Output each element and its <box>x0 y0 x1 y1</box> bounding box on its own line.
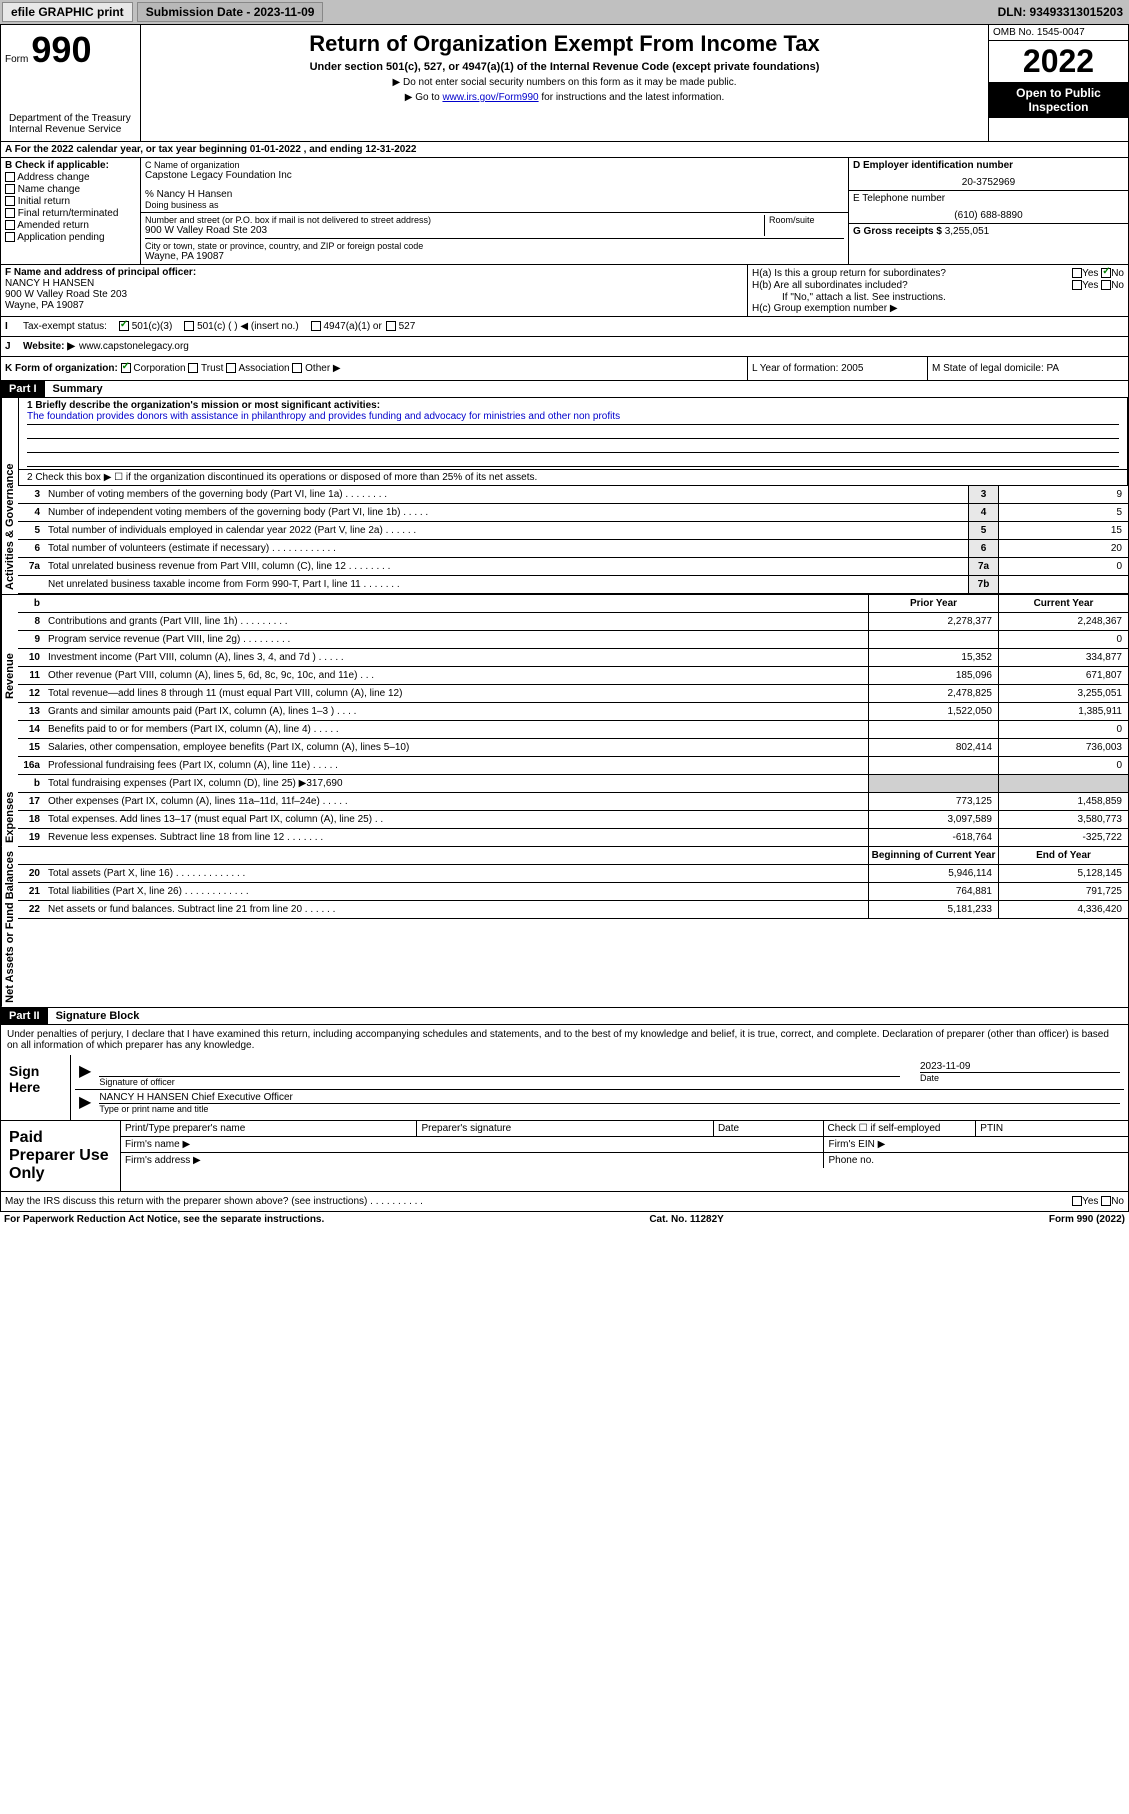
tax-year: 2022 <box>989 41 1128 82</box>
data-row: 18Total expenses. Add lines 13–17 (must … <box>18 811 1128 829</box>
discuss-row: May the IRS discuss this return with the… <box>0 1192 1129 1212</box>
part2-header: Part II Signature Block <box>0 1008 1129 1025</box>
sign-here-label: Sign Here <box>1 1055 71 1120</box>
officer-name-title: NANCY H HANSEN Chief Executive Officer <box>99 1092 1120 1104</box>
right-column: D Employer identification number 20-3752… <box>848 158 1128 264</box>
department: Department of the Treasury Internal Reve… <box>5 111 136 137</box>
data-row: 12Total revenue—add lines 8 through 11 (… <box>18 685 1128 703</box>
data-row: 20Total assets (Part X, line 16) . . . .… <box>18 865 1128 883</box>
year-formation: 2005 <box>841 363 863 374</box>
paperwork-notice: For Paperwork Reduction Act Notice, see … <box>4 1214 324 1225</box>
signature-block: Under penalties of perjury, I declare th… <box>0 1025 1129 1121</box>
net-assets-section: Net Assets or Fund Balances Beginning of… <box>0 847 1129 1008</box>
eoy-header: End of Year <box>998 847 1128 864</box>
mission-block: 1 Briefly describe the organization's mi… <box>18 398 1128 470</box>
officer-name: NANCY H HANSEN <box>5 278 743 289</box>
data-row: 21Total liabilities (Part X, line 26) . … <box>18 883 1128 901</box>
governance-label: Activities & Governance <box>1 398 18 594</box>
data-row: 14Benefits paid to or for members (Part … <box>18 721 1128 739</box>
line-a: A For the 2022 calendar year, or tax yea… <box>0 142 1129 158</box>
bottom-row: For Paperwork Reduction Act Notice, see … <box>0 1212 1129 1227</box>
instruction-2: ▶ Go to www.irs.gov/Form990 for instruct… <box>147 92 982 103</box>
preparer-block: Paid Preparer Use Only Print/Type prepar… <box>0 1121 1129 1192</box>
governance-section: Activities & Governance 1 Briefly descri… <box>0 398 1129 594</box>
website-row: J Website: ▶ www.capstonelegacy.org <box>0 337 1129 357</box>
form-footer: Form 990 (2022) <box>1049 1214 1125 1225</box>
form-label: Form <box>5 54 28 65</box>
sig-date: 2023-11-09 <box>920 1061 1120 1073</box>
care-of: % Nancy H Hansen <box>145 189 844 200</box>
box-c: C Name of organization Capstone Legacy F… <box>141 158 848 264</box>
gov-row: 3 Number of voting members of the govern… <box>18 486 1128 504</box>
penalty-text: Under penalties of perjury, I declare th… <box>1 1025 1128 1055</box>
inspection-badge: Open to Public Inspection <box>989 82 1128 118</box>
data-row: 13Grants and similar amounts paid (Part … <box>18 703 1128 721</box>
top-bar: efile GRAPHIC print Submission Date - 20… <box>0 0 1129 24</box>
col-headers: b Prior Year Current Year <box>18 595 1128 613</box>
data-row: 8Contributions and grants (Part VIII, li… <box>18 613 1128 631</box>
expenses-section: Expenses 13Grants and similar amounts pa… <box>0 703 1129 847</box>
entity-section: B Check if applicable: Address change Na… <box>0 158 1129 265</box>
org-name: Capstone Legacy Foundation Inc <box>145 170 844 181</box>
data-row: 19Revenue less expenses. Subtract line 1… <box>18 829 1128 847</box>
box-h: H(a) Is this a group return for subordin… <box>748 265 1128 316</box>
box-b: B Check if applicable: Address change Na… <box>1 158 141 264</box>
paid-preparer-label: Paid Preparer Use Only <box>1 1121 121 1191</box>
line-2: 2 Check this box ▶ ☐ if the organization… <box>18 470 1128 486</box>
subtitle: Under section 501(c), 527, or 4947(a)(1)… <box>147 61 982 73</box>
phone: (610) 688-8890 <box>853 210 1124 221</box>
expenses-label: Expenses <box>1 703 18 847</box>
officer-group-section: F Name and address of principal officer:… <box>0 265 1129 317</box>
box-f: F Name and address of principal officer:… <box>1 265 748 316</box>
form-number: 990 <box>31 29 91 70</box>
instruction-1: ▶ Do not enter social security numbers o… <box>147 77 982 88</box>
revenue-section: Revenue b Prior Year Current Year 8Contr… <box>0 594 1129 703</box>
main-title: Return of Organization Exempt From Incom… <box>147 31 982 57</box>
prior-year-header: Prior Year <box>868 595 998 612</box>
data-row: 22Net assets or fund balances. Subtract … <box>18 901 1128 919</box>
data-row: 11Other revenue (Part VIII, column (A), … <box>18 667 1128 685</box>
boy-header: Beginning of Current Year <box>868 847 998 864</box>
irs-link[interactable]: www.irs.gov/Form990 <box>442 92 538 103</box>
klm-row: K Form of organization: Corporation Trus… <box>0 357 1129 381</box>
mission-text: The foundation provides donors with assi… <box>27 411 1119 425</box>
gov-row: 5 Total number of individuals employed i… <box>18 522 1128 540</box>
tax-status-row: I Tax-exempt status: 501(c)(3) 501(c) ( … <box>0 317 1129 337</box>
data-row: 16aProfessional fundraising fees (Part I… <box>18 757 1128 775</box>
data-row: 9Program service revenue (Part VIII, lin… <box>18 631 1128 649</box>
street-address: 900 W Valley Road Ste 203 <box>145 225 764 236</box>
net-assets-label: Net Assets or Fund Balances <box>1 847 18 1007</box>
omb-number: OMB No. 1545-0047 <box>989 25 1128 41</box>
revenue-label: Revenue <box>1 595 18 703</box>
gov-row: Net unrelated business taxable income fr… <box>18 576 1128 594</box>
dln: DLN: 93493313015203 <box>998 5 1127 19</box>
website: www.capstonelegacy.org <box>79 341 189 352</box>
arrow-icon: ▶ <box>79 1092 91 1114</box>
gov-row: 6 Total number of volunteers (estimate i… <box>18 540 1128 558</box>
gross-receipts: 3,255,051 <box>945 226 990 237</box>
efile-button[interactable]: efile GRAPHIC print <box>2 2 133 22</box>
gov-row: 7a Total unrelated business revenue from… <box>18 558 1128 576</box>
gov-row: 4 Number of independent voting members o… <box>18 504 1128 522</box>
data-row: 10Investment income (Part VIII, column (… <box>18 649 1128 667</box>
arrow-icon: ▶ <box>79 1061 91 1087</box>
current-year-header: Current Year <box>998 595 1128 612</box>
data-row: 17Other expenses (Part IX, column (A), l… <box>18 793 1128 811</box>
data-row: bTotal fundraising expenses (Part IX, co… <box>18 775 1128 793</box>
catalog-number: Cat. No. 11282Y <box>649 1214 723 1225</box>
part1-header: Part I Summary <box>0 381 1129 398</box>
ein: 20-3752969 <box>853 177 1124 188</box>
net-col-headers: Beginning of Current Year End of Year <box>18 847 1128 865</box>
submission-date: Submission Date - 2023-11-09 <box>137 2 324 22</box>
data-row: 15Salaries, other compensation, employee… <box>18 739 1128 757</box>
domicile: PA <box>1047 363 1060 374</box>
city-state-zip: Wayne, PA 19087 <box>145 251 844 262</box>
form-header: Form 990 Department of the Treasury Inte… <box>0 24 1129 142</box>
